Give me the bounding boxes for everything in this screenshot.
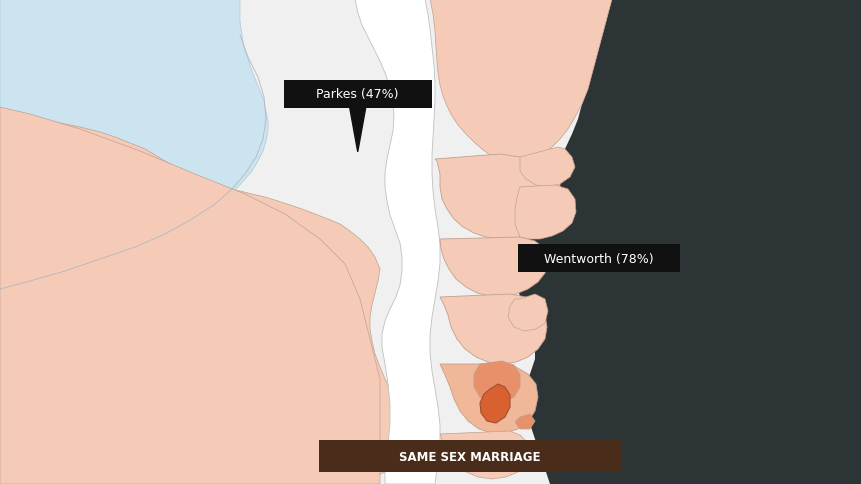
- Polygon shape: [474, 361, 519, 403]
- Polygon shape: [430, 0, 611, 162]
- Polygon shape: [0, 108, 380, 484]
- Text: Wentworth (78%): Wentworth (78%): [543, 253, 653, 265]
- Polygon shape: [355, 0, 439, 484]
- FancyBboxPatch shape: [517, 245, 679, 273]
- Polygon shape: [435, 155, 560, 240]
- Polygon shape: [0, 0, 268, 289]
- Polygon shape: [350, 108, 365, 152]
- Polygon shape: [439, 364, 537, 433]
- Polygon shape: [0, 112, 414, 484]
- Polygon shape: [514, 186, 575, 240]
- Polygon shape: [439, 294, 547, 364]
- FancyBboxPatch shape: [319, 440, 620, 472]
- Text: SAME SEX MARRIAGE: SAME SEX MARRIAGE: [399, 450, 540, 463]
- Polygon shape: [480, 384, 510, 423]
- FancyBboxPatch shape: [283, 80, 431, 108]
- Polygon shape: [439, 238, 548, 296]
- Polygon shape: [507, 294, 548, 332]
- Polygon shape: [439, 431, 530, 479]
- Polygon shape: [514, 414, 535, 429]
- Text: Parkes (47%): Parkes (47%): [316, 88, 399, 101]
- Polygon shape: [517, 0, 861, 484]
- Polygon shape: [519, 148, 574, 188]
